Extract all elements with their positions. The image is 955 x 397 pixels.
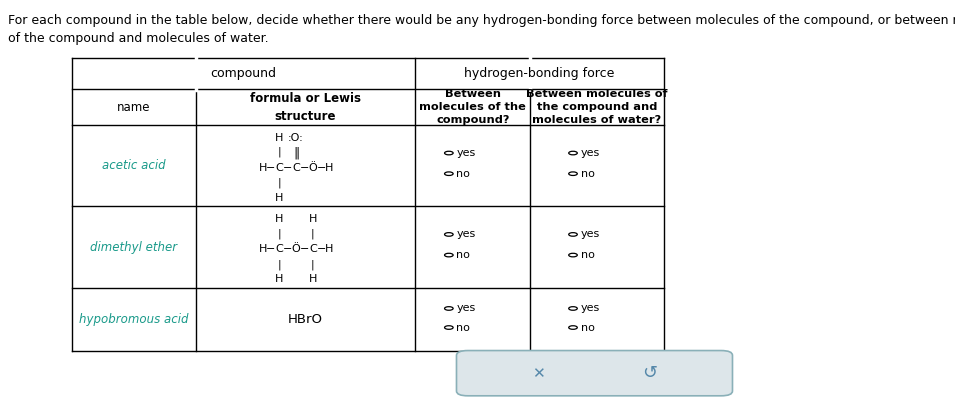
Text: no: no	[581, 322, 595, 333]
Text: ✕: ✕	[533, 366, 545, 381]
Text: H: H	[259, 163, 266, 173]
Text: C: C	[292, 163, 300, 173]
Text: ‖: ‖	[293, 147, 299, 160]
Text: yes: yes	[581, 229, 600, 239]
Text: hypobromous acid: hypobromous acid	[79, 313, 188, 326]
Text: |: |	[278, 259, 281, 270]
Text: H: H	[275, 214, 284, 224]
Text: −: −	[316, 244, 326, 254]
Text: H: H	[326, 244, 333, 254]
Text: H: H	[275, 193, 284, 202]
Text: yes: yes	[581, 303, 600, 314]
Text: |: |	[311, 259, 314, 270]
Text: Between molecules of
the compound and
molecules of water?: Between molecules of the compound and mo…	[526, 89, 668, 125]
Text: −: −	[283, 244, 292, 254]
Text: |: |	[278, 147, 281, 158]
Text: −: −	[300, 163, 309, 173]
Text: −: −	[266, 244, 276, 254]
Text: |: |	[311, 228, 314, 239]
Text: H: H	[326, 163, 333, 173]
Text: no: no	[456, 169, 471, 179]
Text: Ö: Ö	[291, 244, 301, 254]
Text: H: H	[259, 244, 266, 254]
Text: no: no	[581, 250, 595, 260]
Text: HBrO: HBrO	[288, 313, 323, 326]
FancyBboxPatch shape	[456, 351, 732, 396]
Text: yes: yes	[581, 148, 600, 158]
Text: C: C	[275, 163, 284, 173]
Text: hydrogen-bonding force: hydrogen-bonding force	[464, 67, 615, 80]
Text: H: H	[275, 274, 284, 284]
Text: yes: yes	[456, 148, 476, 158]
Text: dimethyl ether: dimethyl ether	[90, 241, 178, 254]
Text: name: name	[117, 101, 151, 114]
Text: Between
molecules of the
compound?: Between molecules of the compound?	[419, 89, 526, 125]
Text: formula or Lewis
structure: formula or Lewis structure	[250, 92, 361, 123]
Text: no: no	[456, 250, 471, 260]
Text: −: −	[283, 163, 292, 173]
Text: compound: compound	[210, 67, 277, 80]
Text: acetic acid: acetic acid	[102, 159, 165, 172]
Text: C: C	[275, 244, 284, 254]
Text: yes: yes	[456, 303, 476, 314]
Text: C: C	[308, 244, 317, 254]
Text: Ö: Ö	[308, 163, 317, 173]
Text: H: H	[308, 274, 317, 284]
Text: −: −	[300, 244, 309, 254]
Text: no: no	[456, 322, 471, 333]
Text: no: no	[581, 169, 595, 179]
Text: of the compound and molecules of water.: of the compound and molecules of water.	[8, 32, 268, 45]
Text: yes: yes	[456, 229, 476, 239]
Text: −: −	[316, 163, 326, 173]
Text: H: H	[275, 133, 284, 143]
Text: −: −	[266, 163, 276, 173]
Text: :O:: :O:	[288, 133, 304, 143]
Text: H: H	[308, 214, 317, 224]
Text: For each compound in the table below, decide whether there would be any hydrogen: For each compound in the table below, de…	[8, 14, 955, 27]
Text: |: |	[278, 228, 281, 239]
Text: |: |	[278, 178, 281, 189]
Text: ↺: ↺	[643, 364, 658, 382]
